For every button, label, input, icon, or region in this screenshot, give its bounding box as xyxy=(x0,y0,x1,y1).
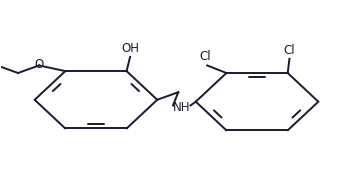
Text: NH: NH xyxy=(173,101,191,114)
Text: Cl: Cl xyxy=(283,44,295,56)
Text: Cl: Cl xyxy=(199,50,211,63)
Text: O: O xyxy=(34,58,44,71)
Text: OH: OH xyxy=(121,42,139,55)
